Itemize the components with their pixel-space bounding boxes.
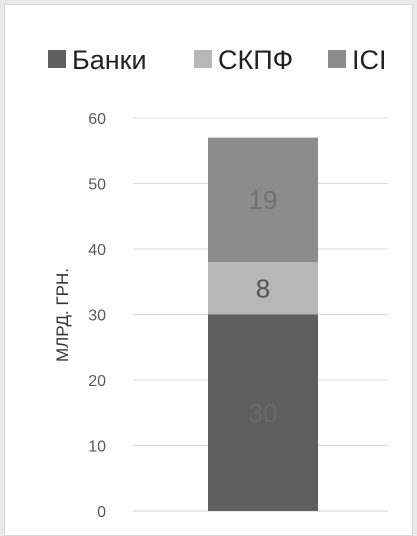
legend-label-3: ІСІ <box>352 45 387 75</box>
bar-segment-2 <box>208 262 318 315</box>
data-label-1: 30 <box>249 398 278 428</box>
y-tick-label: 10 <box>88 439 106 456</box>
y-axis-ticks: 0 10 20 30 40 50 60 <box>88 111 106 521</box>
legend-swatch-1 <box>48 50 66 68</box>
data-labels: 30 8 19 <box>249 185 278 428</box>
y-tick-label: 30 <box>88 308 106 325</box>
y-axis-title: МЛРД. ГРН. <box>53 268 72 362</box>
legend-label-1: Банки <box>72 45 147 75</box>
legend: Банки СКПФ ІСІ <box>48 45 387 75</box>
y-tick-label: 0 <box>97 504 106 521</box>
y-tick-label: 60 <box>88 111 106 128</box>
bar-segment-1 <box>208 314 318 511</box>
y-tick-label: 50 <box>88 177 106 194</box>
bar-segment-3 <box>208 137 318 263</box>
y-tick-label: 40 <box>88 242 106 259</box>
y-tick-label: 20 <box>88 373 106 390</box>
legend-swatch-2 <box>194 50 212 68</box>
legend-label-2: СКПФ <box>218 45 293 75</box>
data-label-2: 8 <box>256 273 270 303</box>
bars <box>208 137 318 511</box>
legend-swatch-3 <box>328 50 346 68</box>
data-label-3: 19 <box>249 185 278 215</box>
